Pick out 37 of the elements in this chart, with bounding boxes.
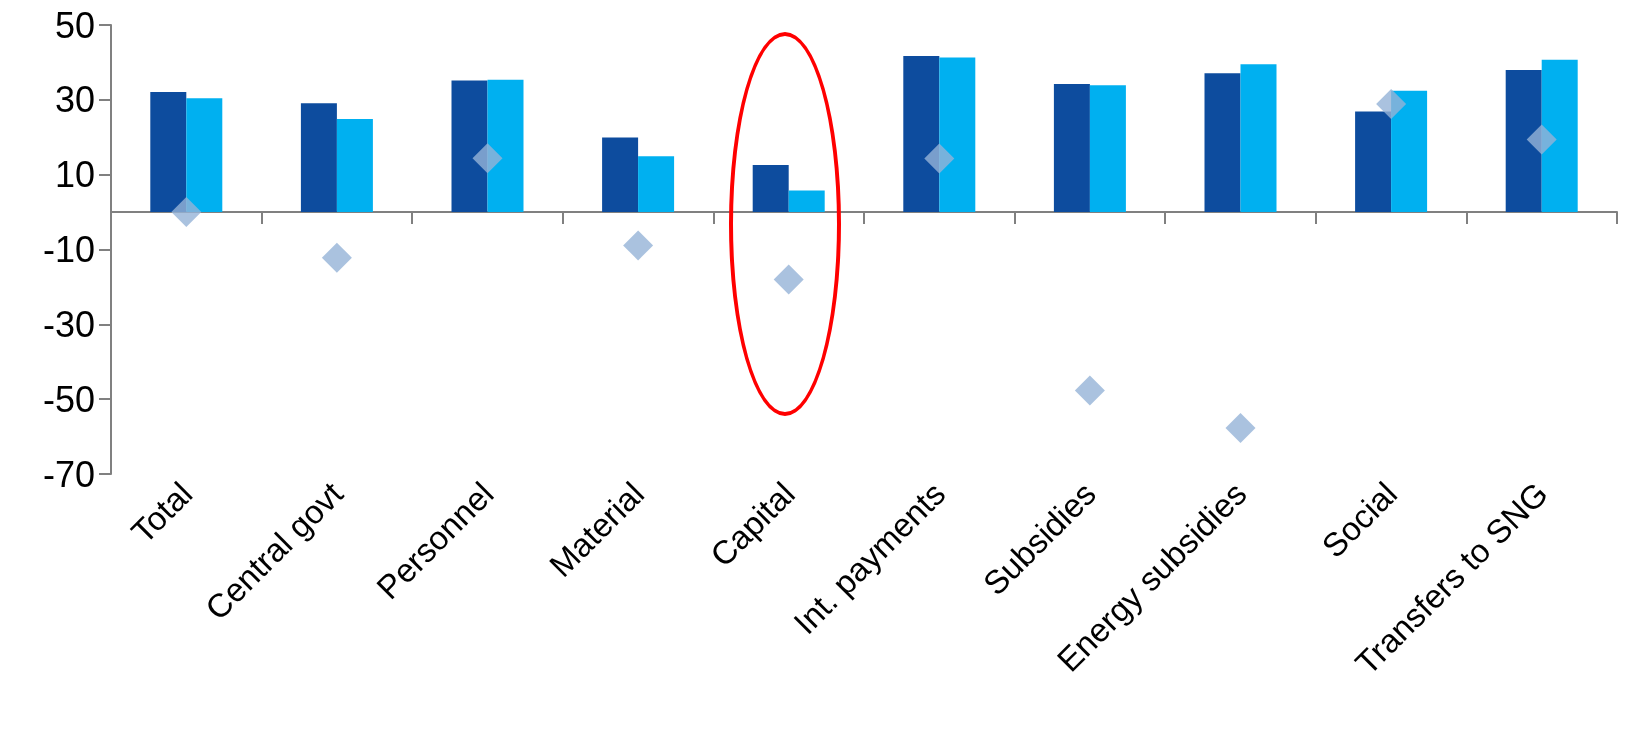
y-tick-label: -30 (42, 303, 95, 345)
point (1225, 412, 1256, 443)
point (924, 143, 955, 174)
bar (939, 57, 976, 213)
bar (487, 79, 524, 213)
y-tick-label: 30 (54, 79, 95, 121)
bar (1391, 90, 1428, 213)
point (1074, 375, 1105, 406)
bar (752, 164, 789, 213)
y-tick-label: -70 (42, 453, 95, 495)
y-tick-label: -10 (42, 229, 95, 270)
bar (1204, 73, 1241, 213)
bar (903, 56, 940, 213)
bar (788, 190, 825, 213)
bar (186, 98, 223, 213)
bar (300, 103, 337, 213)
bar (1541, 59, 1578, 213)
bar (638, 156, 675, 213)
bar (150, 91, 187, 213)
bar (1053, 84, 1090, 213)
y-tick-label: 50 (54, 4, 95, 46)
bar (1089, 85, 1126, 213)
bar (1240, 64, 1277, 213)
point (472, 143, 503, 174)
bar (336, 118, 373, 213)
point (1526, 124, 1557, 155)
point (171, 197, 202, 228)
bar (602, 137, 639, 213)
point (321, 242, 352, 273)
point (623, 230, 654, 261)
bar (1505, 69, 1542, 213)
point (773, 264, 804, 295)
point (1376, 88, 1407, 119)
bar (1355, 111, 1392, 213)
y-tick-label: 10 (54, 154, 95, 196)
bar (451, 80, 488, 213)
y-tick-label: -50 (42, 378, 95, 420)
